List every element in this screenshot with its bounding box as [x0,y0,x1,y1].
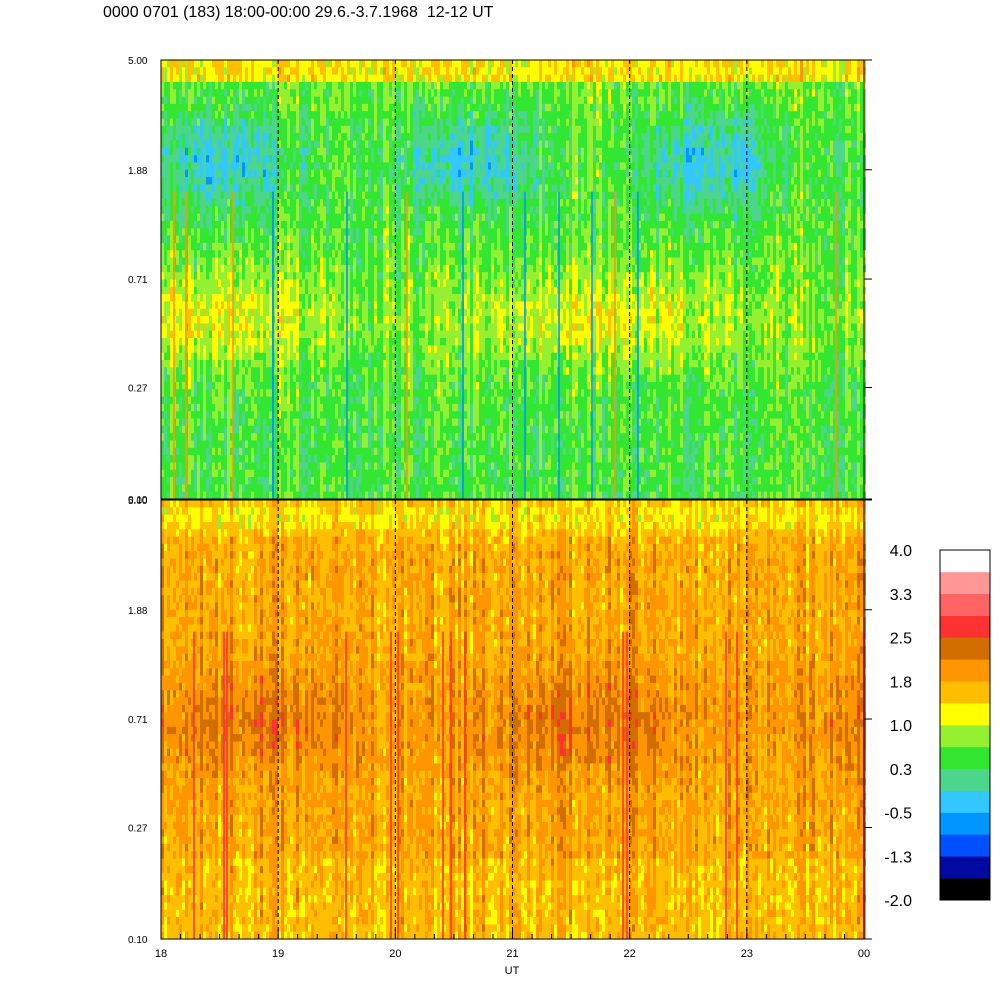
time-axis: 18 19 20 21 22 23 00 UT [155,948,870,977]
lower-spectrogram-panel: 0.10 0.27 0.71 1.88 5.00 [128,496,872,946]
colorbar-label: 3.3 [890,587,912,604]
colorbar-swatch [940,834,990,856]
colorbar-label: 1.0 [890,718,912,735]
colorbar-label: -1.3 [884,849,912,866]
colorbar-label: 4.0 [890,543,912,560]
y-tick-label: 0.27 [128,384,148,395]
y-tick-label: 5.00 [128,496,148,507]
x-tick-label: 20 [389,948,401,960]
colorbar-label: -2.0 [884,893,912,910]
colorbar-swatch [940,747,990,769]
colorbar-swatch [940,572,990,594]
colorbar-swatch [940,878,990,900]
y-tick-label: 1.88 [128,166,148,177]
y-tick-label: 0.27 [128,824,148,835]
colorbar-swatch [940,813,990,835]
x-axis-label: UT [505,965,520,977]
upper-spectrogram-panel: 0.100.270.711.885.00 [128,56,872,506]
y-tick-label: 0.10 [128,935,148,946]
colorbar-swatch [940,856,990,878]
colorbar-swatch [940,616,990,638]
colorbar-swatch [940,594,990,616]
x-tick-label: 19 [272,948,284,960]
x-tick-label: 22 [624,948,636,960]
colorbar-swatch [940,659,990,681]
colorbar-swatch [940,681,990,703]
colorbar-swatch [940,703,990,725]
colorbar-label: 0.3 [890,762,912,779]
colorbar-label: -0.5 [884,806,912,823]
color-scale-bar: 4.0 3.3 2.5 1.8 1.0 0.3 -0.5 -1.3 -2.0 [884,543,990,910]
x-tick-label: 00 [858,948,870,960]
colorbar-label: 1.8 [890,674,912,691]
y-tick-label: 1.88 [128,606,148,617]
y-tick-label: 0.71 [128,715,148,726]
colorbar-swatch [940,550,990,572]
colorbar-swatch [940,769,990,791]
x-tick-label: 23 [741,948,753,960]
y-tick-label: 0.71 [128,275,148,286]
colorbar-swatch [940,791,990,813]
x-tick-label: 18 [155,948,167,960]
x-tick-label: 21 [506,948,518,960]
y-tick-label: 5.00 [128,56,148,67]
colorbar-swatch [940,725,990,747]
colorbar-label: 2.5 [890,631,912,648]
colorbar-swatch [940,638,990,660]
